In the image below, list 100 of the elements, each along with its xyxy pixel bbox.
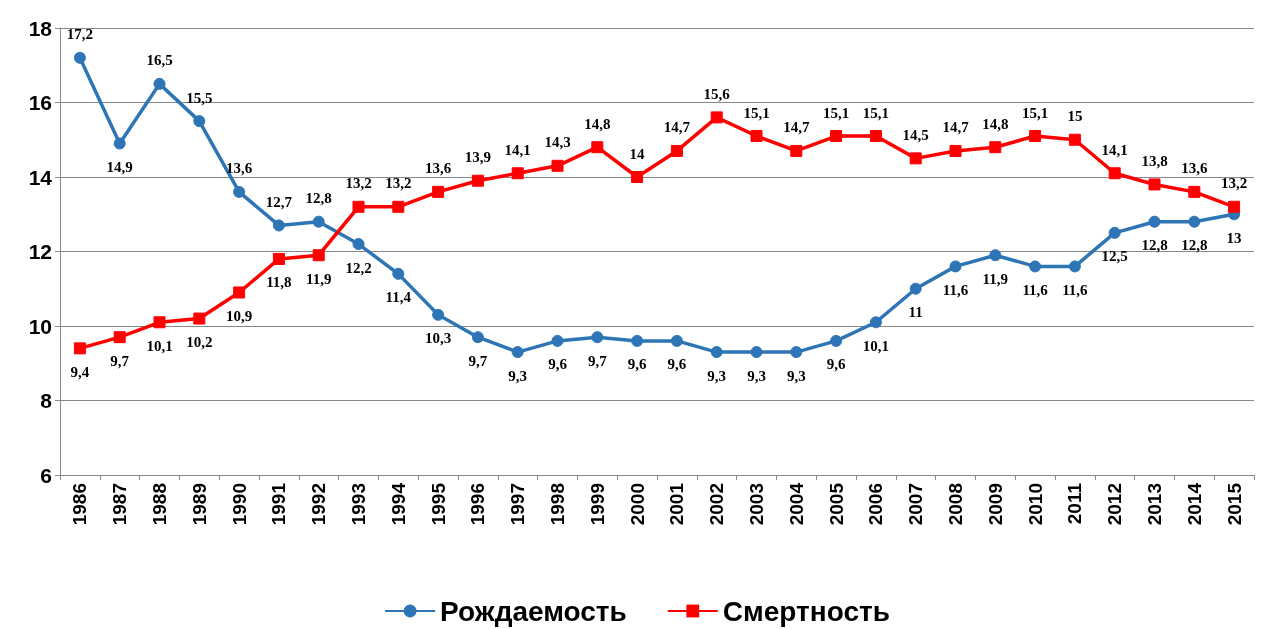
- x-tick-label: 2008: [945, 483, 966, 526]
- data-label: 11,8: [266, 274, 292, 291]
- data-label: 10,3: [424, 330, 452, 347]
- point: [1188, 215, 1201, 228]
- x-tick-label: 1996: [467, 483, 489, 526]
- point: [113, 331, 126, 344]
- point: [153, 77, 166, 90]
- data-label: 13,6: [424, 160, 452, 177]
- point: [471, 174, 484, 187]
- x-tick-label: 1987: [109, 483, 131, 526]
- data-label: 9,6: [548, 356, 568, 373]
- x-tick-label: 2010: [1024, 483, 1046, 526]
- data-label: 13,2: [385, 175, 412, 192]
- x-tick-label: 2000: [626, 483, 648, 526]
- x-tick-label: 2003: [746, 483, 767, 526]
- data-label: 9,6: [667, 356, 687, 373]
- data-label: 12,8: [1181, 237, 1208, 254]
- point: [272, 252, 285, 265]
- point: [511, 346, 524, 359]
- point: [551, 159, 564, 172]
- data-label: 11,4: [385, 289, 412, 306]
- point: [551, 334, 564, 347]
- point: [233, 286, 246, 299]
- point: [153, 316, 166, 329]
- point: [1108, 167, 1121, 180]
- y-tick-label: 18: [28, 16, 53, 40]
- data-label: 14,7: [942, 119, 970, 136]
- data-label: 14,3: [544, 134, 571, 151]
- x-tick-label: 1993: [348, 483, 369, 526]
- point: [591, 141, 604, 154]
- x-tick-label: 2006: [865, 483, 887, 526]
- point: [511, 167, 524, 180]
- x-tick-label: 1992: [308, 483, 330, 526]
- point: [432, 185, 445, 198]
- point: [830, 334, 843, 347]
- data-label: 14,8: [584, 115, 611, 132]
- x-tick-label: 1990: [228, 483, 250, 526]
- data-label: 13,6: [1181, 160, 1208, 177]
- point: [1029, 130, 1042, 143]
- data-label: 10,1: [862, 337, 890, 354]
- point: [312, 215, 325, 228]
- point: [790, 346, 803, 359]
- point: [1068, 133, 1081, 146]
- data-label: 9,6: [826, 356, 846, 373]
- y-tick-label: 12: [28, 240, 52, 263]
- point: [909, 282, 922, 295]
- data-label: 14,1: [504, 141, 531, 158]
- data-label: 10,2: [186, 334, 213, 351]
- data-label: 9,3: [508, 367, 528, 384]
- data-label: 11,9: [982, 270, 1009, 287]
- data-label: 12,2: [345, 259, 372, 276]
- point: [869, 130, 882, 143]
- y-tick-label: 8: [40, 389, 53, 412]
- y-tick-label: 16: [28, 91, 52, 114]
- x-tick-label: 2011: [1064, 482, 1086, 525]
- data-label: 12,8: [1141, 237, 1168, 254]
- point: [1228, 200, 1241, 213]
- x-tick-label: 1997: [507, 483, 529, 526]
- x-tick-label: 1986: [69, 483, 91, 526]
- point: [392, 200, 405, 213]
- data-label: 14,8: [982, 115, 1009, 132]
- point: [312, 249, 325, 262]
- data-label: 10,9: [225, 307, 253, 324]
- x-tick-label: 1994: [387, 482, 409, 526]
- data-label: 14,1: [1101, 141, 1128, 158]
- x-tick-label: 2007: [905, 483, 927, 526]
- point: [1029, 260, 1042, 273]
- x-tick-label: 1989: [188, 483, 210, 526]
- x-tick-label: 2014: [1183, 482, 1205, 526]
- point: [193, 115, 206, 128]
- data-label: 11,6: [1022, 281, 1049, 298]
- point: [909, 152, 922, 165]
- point: [233, 185, 246, 198]
- point: [949, 144, 962, 157]
- point: [432, 308, 445, 321]
- data-label: 13,2: [1220, 175, 1248, 192]
- y-tick-label: 6: [40, 463, 52, 487]
- data-label: 11,6: [1062, 281, 1089, 298]
- point: [710, 346, 723, 359]
- point: [631, 334, 644, 347]
- data-label: 15,1: [862, 104, 890, 121]
- data-label: 12,8: [305, 190, 332, 207]
- data-label: 11,9: [305, 270, 332, 287]
- data-label: 9,7: [587, 352, 608, 369]
- point: [471, 331, 484, 344]
- point: [73, 51, 86, 64]
- legend-label: Смертность: [722, 595, 890, 627]
- data-label: 9,7: [110, 352, 130, 369]
- x-tick-label: 1991: [268, 482, 290, 526]
- data-label: 16,5: [146, 52, 173, 69]
- point: [670, 144, 683, 157]
- data-label: 14,9: [106, 158, 133, 175]
- data-label: 13,6: [225, 160, 253, 177]
- x-tick-label: 2001: [666, 482, 688, 526]
- x-tick-label: 2013: [1144, 483, 1165, 526]
- data-label: 15,1: [822, 104, 850, 121]
- point: [193, 312, 206, 325]
- data-label: 14: [629, 145, 646, 162]
- point: [591, 331, 604, 344]
- y-tick-label: 10: [28, 314, 52, 338]
